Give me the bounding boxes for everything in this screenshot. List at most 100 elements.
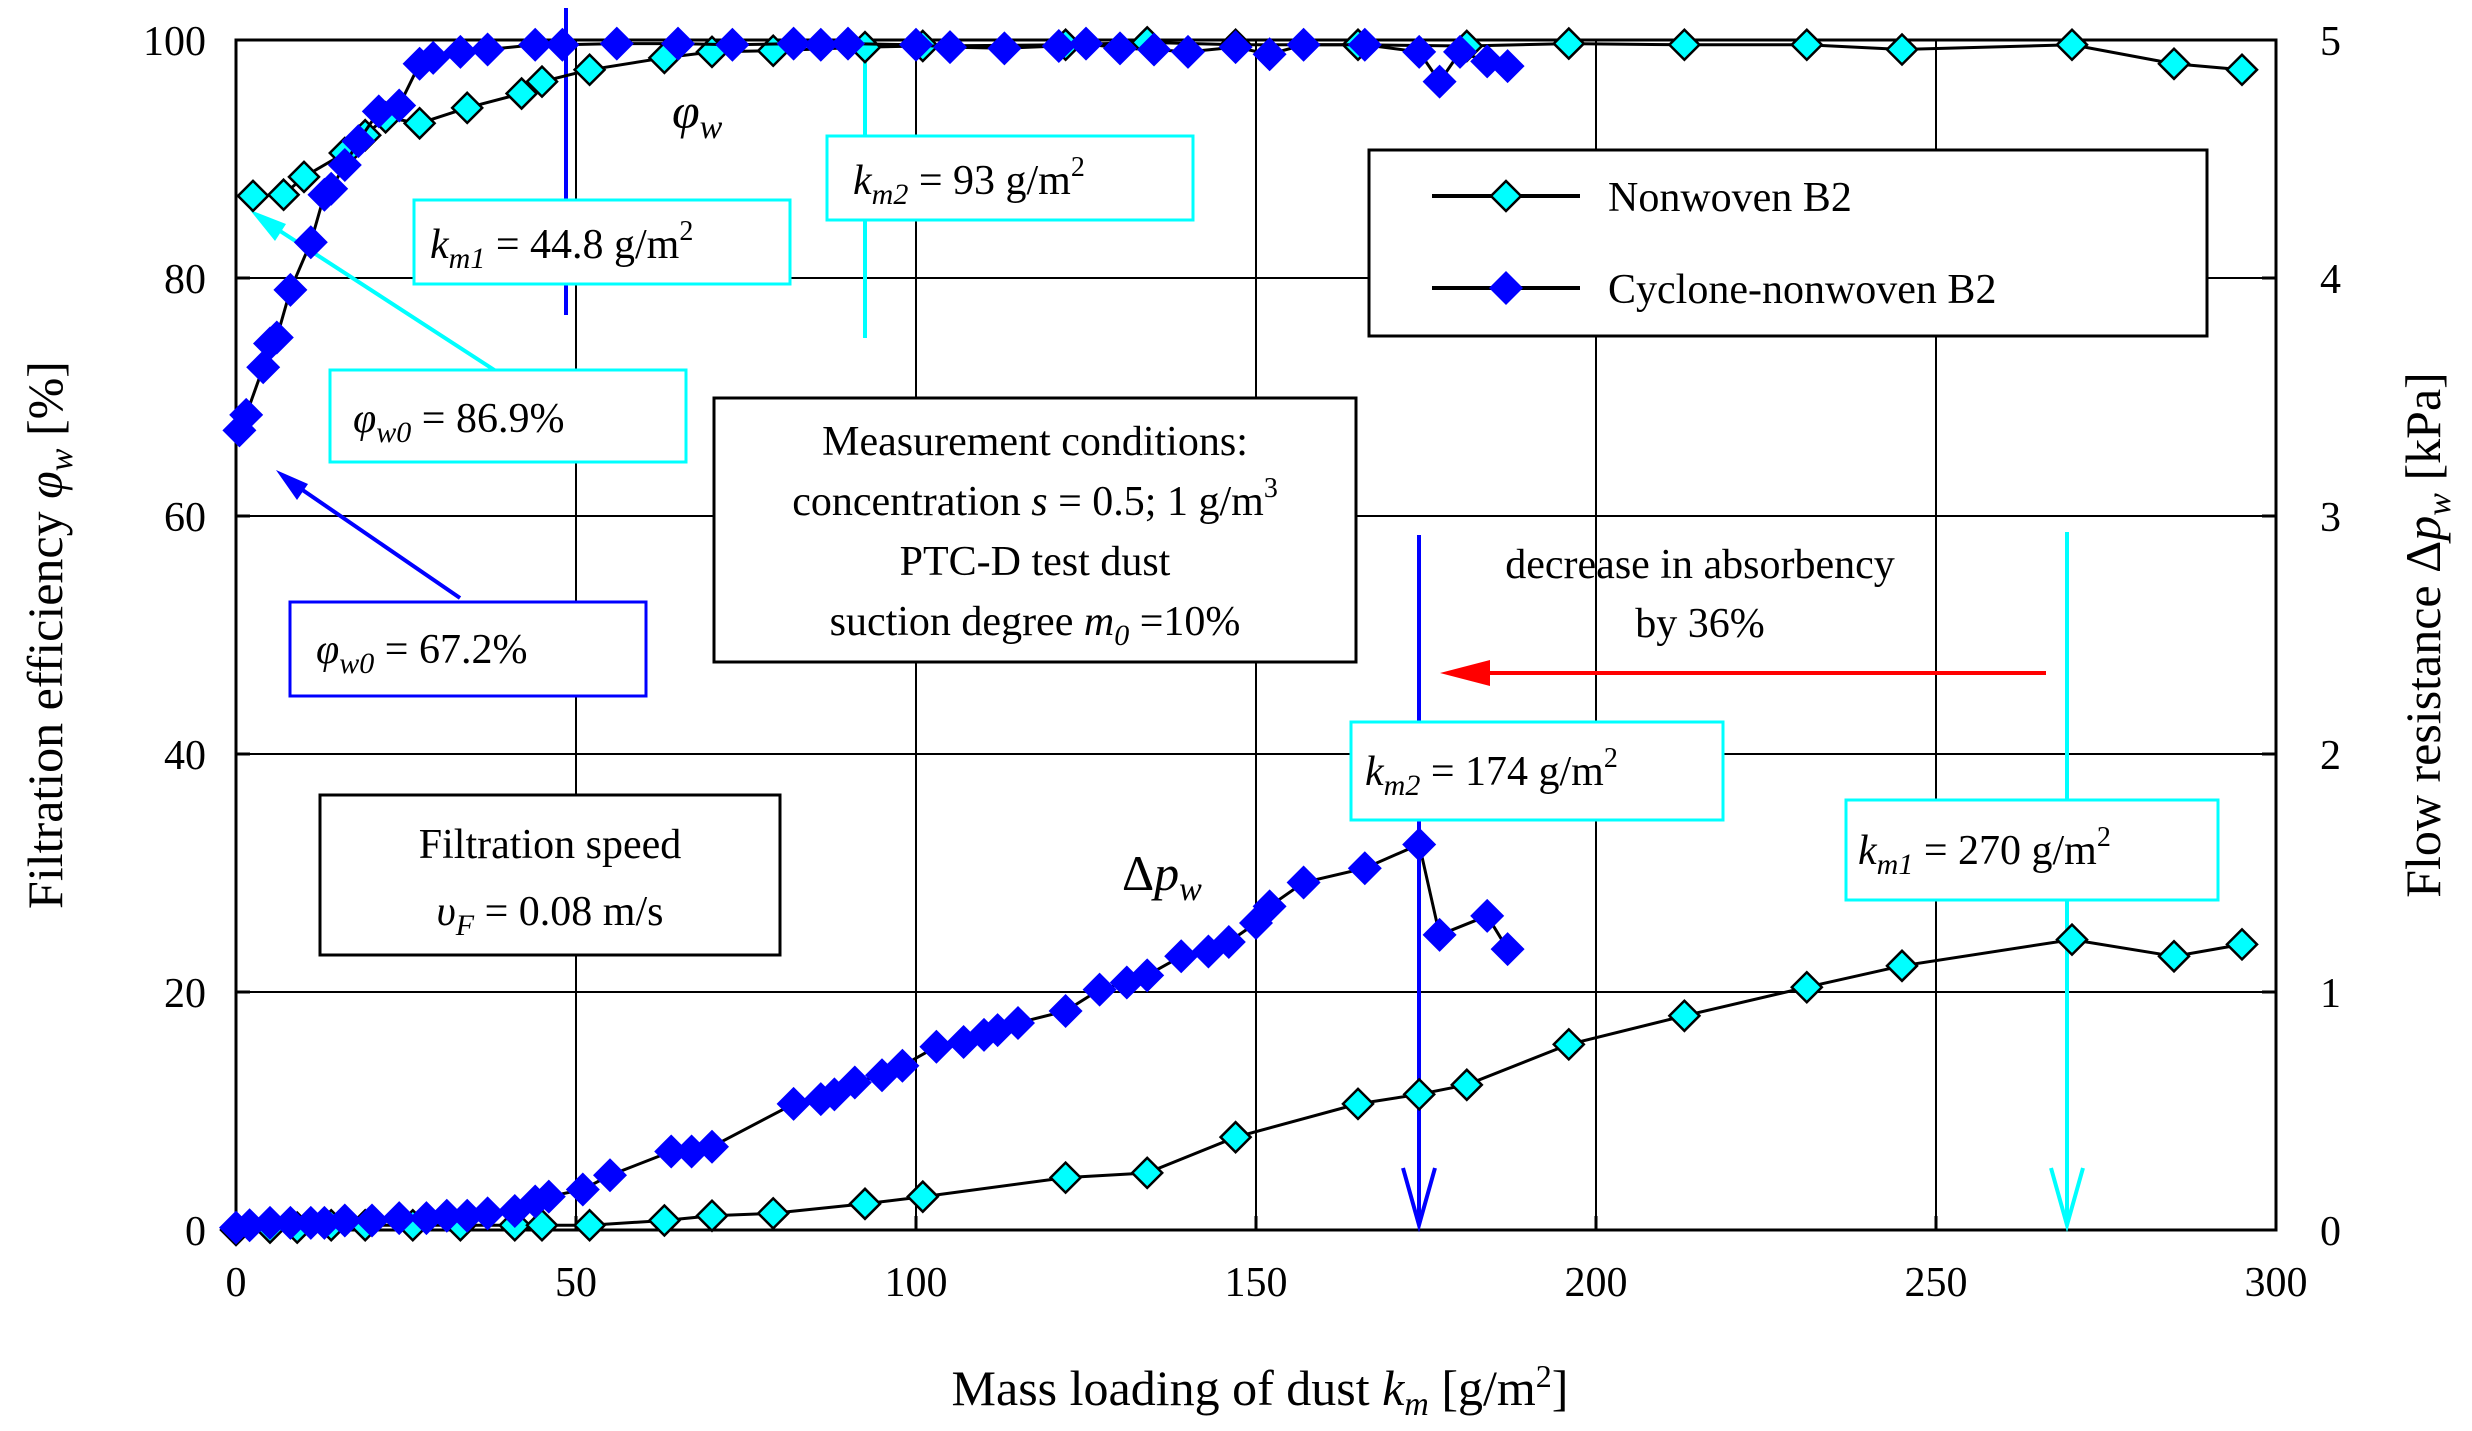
series-1 [222, 26, 1525, 448]
annotation-box [288, 600, 648, 698]
data-point [1790, 27, 1824, 62]
data-point [987, 31, 1022, 66]
x-tick-label: 50 [555, 1260, 597, 1306]
speed-line-2: υF = 0.08 m/s [437, 889, 664, 942]
data-point [232, 1208, 267, 1243]
data-point [2225, 52, 2259, 87]
data-point [545, 27, 580, 62]
data-point [1048, 1160, 1083, 1195]
data-point [647, 1203, 682, 1238]
data-point [565, 1172, 600, 1207]
data-point [429, 1198, 464, 1233]
y-left-tick-label: 80 [164, 257, 206, 303]
data-point [1001, 1005, 1035, 1040]
y-left-tick-label: 20 [164, 971, 206, 1017]
y-left-tick-label: 40 [164, 733, 206, 779]
data-point [1450, 1068, 1484, 1102]
data-point [1443, 34, 1477, 69]
y-left-tick-label: 60 [164, 495, 206, 541]
data-point [1082, 972, 1117, 1007]
annotation-km1-nonwoven: km1 = 270 g/m2 [1844, 798, 2220, 902]
x-tick-label: 150 [1225, 1260, 1288, 1306]
data-point [593, 1158, 627, 1193]
data-point [1130, 1156, 1164, 1190]
data-point [1422, 917, 1457, 952]
data-point [273, 1205, 308, 1240]
data-point [355, 1203, 389, 1238]
decrease-line-2: by 36% [1635, 601, 1765, 647]
data-point [416, 40, 451, 75]
phi-w0-blue-arrowhead [276, 470, 308, 500]
legend-label-cyclone: Cyclone-nonwoven B2 [1608, 267, 1996, 313]
decrease-line-1: decrease in absorbency [1505, 542, 1894, 588]
phi-w0-cyan-arrowhead [250, 210, 286, 241]
phi-w0-blue-arrow-line [286, 478, 462, 600]
series-3 [219, 827, 1525, 1245]
data-point [382, 1201, 417, 1236]
annotation-box [1844, 798, 2220, 902]
data-point [525, 64, 559, 99]
data-point [450, 1198, 485, 1233]
data-point [906, 1179, 940, 1214]
annotation-phi-w0-blue: φw0 = 67.2% [288, 600, 648, 698]
data-point [327, 147, 362, 182]
data-point [1667, 27, 1702, 62]
annotation-km1-cyclone: km1 = 44.8 g/m2 [412, 198, 792, 286]
data-point [919, 1029, 954, 1064]
data-point [470, 1196, 505, 1231]
annotation-box [1349, 720, 1725, 822]
data-point [933, 30, 967, 65]
y-left-tick-label: 0 [185, 1209, 206, 1255]
conditions-line-1: Measurement conditions: [822, 419, 1248, 465]
y-left-axis-ticks: 0 20 40 60 80 100 [143, 19, 250, 1255]
data-point [402, 106, 437, 141]
data-point [599, 26, 634, 61]
y-right-axis-title: Flow resistance Δpw [kPa] [2395, 372, 2458, 898]
data-point [1103, 31, 1137, 66]
legend-marker-nonwoven [1489, 179, 1523, 213]
data-point [259, 320, 294, 355]
annotation-filtration-speed: Filtration speed υF = 0.08 m/s [318, 793, 782, 957]
data-point [831, 26, 865, 61]
y-right-tick-label: 0 [2320, 1209, 2341, 1255]
data-point [837, 1065, 872, 1100]
data-point [1885, 949, 1919, 983]
x-tick-label: 100 [885, 1260, 948, 1306]
y-right-tick-label: 1 [2320, 971, 2341, 1017]
data-point [1164, 939, 1199, 974]
data-point [848, 1187, 882, 1221]
annotation-text: km2 = 174 g/m2 [1365, 743, 1618, 802]
annotation-text: φw0 = 67.2% [316, 627, 527, 680]
data-point [967, 1017, 1001, 1052]
data-point [1048, 994, 1083, 1029]
data-point [314, 171, 349, 206]
x-tick-label: 0 [226, 1260, 247, 1306]
data-point [572, 1208, 607, 1243]
annotation-text: km1 = 270 g/m2 [1858, 822, 2111, 881]
x-axis-ticks: 0 50 100 150 200 250 300 [226, 1216, 2308, 1306]
data-point [1286, 865, 1321, 900]
y-left-axis-title: Filtration efficiency φw [%] [17, 361, 80, 909]
data-point [695, 1129, 729, 1164]
data-point [1790, 970, 1824, 1005]
conditions-line-4: suction degree m0 =10% [830, 599, 1241, 652]
data-point [885, 1048, 920, 1083]
data-point [776, 26, 811, 61]
data-point [531, 1179, 566, 1214]
annotation-text: φw0 = 86.9% [353, 396, 564, 449]
data-point [1402, 34, 1437, 69]
conditions-line-2: concentration s = 0.5; 1 g/m3 [792, 473, 1278, 525]
data-point [229, 397, 264, 432]
x-axis-title: Mass loading of dust km [g/m2] [952, 1358, 1569, 1423]
data-point [1069, 26, 1103, 61]
x-tick-label: 200 [1565, 1260, 1628, 1306]
data-point [287, 160, 321, 194]
data-point [1470, 898, 1505, 933]
y-right-tick-label: 2 [2320, 733, 2341, 779]
data-point [654, 1134, 689, 1169]
km2-nonwoven-arrowhead [1401, 1167, 1437, 1233]
data-point [1137, 32, 1171, 67]
legend-box [1367, 148, 2209, 338]
series-line [235, 938, 2243, 1232]
data-point [1341, 1087, 1375, 1121]
